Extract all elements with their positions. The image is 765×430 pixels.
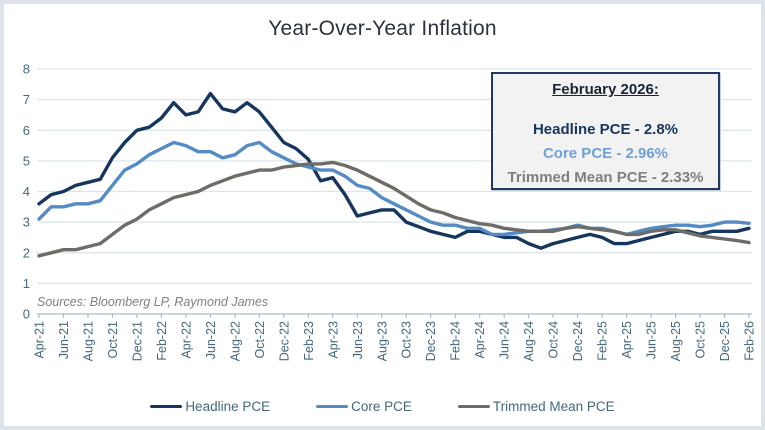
svg-text:2: 2 <box>23 245 30 260</box>
callout-headline-pce-value: Headline PCE - 2.8% <box>532 121 679 138</box>
callout-heading: February 2026: <box>552 81 659 98</box>
inflation-line-chart: 0 1 2 3 4 5 6 7 8 Apr-21 Jun-21 Aug-21 Oct-21 Dec-21 F… <box>23 62 757 362</box>
svg-text:3: 3 <box>23 215 30 230</box>
svg-text:Oct-25: Oct-25 <box>694 321 708 359</box>
svg-text:6: 6 <box>23 123 30 138</box>
svg-text:Feb-26: Feb-26 <box>743 321 757 361</box>
legend-label: Headline PCE <box>185 399 271 414</box>
svg-text:Aug-21: Aug-21 <box>82 321 96 361</box>
trimmed-mean-pce-line-swatch <box>457 404 490 409</box>
core-pce-line-swatch <box>316 404 349 409</box>
svg-text:Jun-22: Jun-22 <box>204 321 218 359</box>
svg-text:Jun-21: Jun-21 <box>57 321 71 359</box>
svg-text:Feb-24: Feb-24 <box>449 321 463 361</box>
forecast-callout-box: February 2026: Headline PCE - 2.8% Core … <box>491 72 720 190</box>
svg-text:Oct-21: Oct-21 <box>106 321 120 359</box>
svg-text:Aug-22: Aug-22 <box>228 321 242 361</box>
svg-text:Jun-23: Jun-23 <box>351 321 365 359</box>
svg-text:0: 0 <box>23 307 30 322</box>
legend-item-core-pce: Core PCE <box>316 399 412 414</box>
legend-label: Core PCE <box>351 399 412 414</box>
svg-text:Feb-25: Feb-25 <box>596 321 610 361</box>
legend-item-trimmed-mean-pce: Trimmed Mean PCE <box>457 399 615 414</box>
svg-text:Oct-23: Oct-23 <box>400 321 414 359</box>
svg-text:Jun-24: Jun-24 <box>498 321 512 359</box>
svg-text:Feb-23: Feb-23 <box>302 321 316 361</box>
callout-core-pce-value: Core PCE - 2.96% <box>542 145 669 162</box>
svg-text:5: 5 <box>23 153 30 168</box>
svg-text:Dec-24: Dec-24 <box>571 321 585 361</box>
svg-text:Apr-23: Apr-23 <box>326 321 340 359</box>
svg-text:Dec-23: Dec-23 <box>424 321 438 361</box>
svg-text:Feb-22: Feb-22 <box>155 321 169 361</box>
svg-text:Oct-24: Oct-24 <box>547 321 561 359</box>
svg-text:Apr-22: Apr-22 <box>179 321 193 359</box>
source-note: Sources: Bloomberg LP, Raymond James <box>37 295 269 309</box>
chart-title: Year-Over-Year Inflation <box>268 17 497 40</box>
svg-text:Apr-24: Apr-24 <box>473 321 487 359</box>
callout-trimmed-mean-pce-value: Trimmed Mean PCE - 2.33% <box>507 169 704 186</box>
svg-text:Jun-25: Jun-25 <box>645 321 659 359</box>
legend-item-headline-pce: Headline PCE <box>150 399 270 414</box>
svg-text:4: 4 <box>23 184 30 199</box>
svg-text:1: 1 <box>23 276 30 291</box>
svg-text:Oct-22: Oct-22 <box>253 321 267 359</box>
chart-legend: Headline PCE Core PCE Trimmed Mean PCE <box>4 399 761 414</box>
svg-text:Apr-25: Apr-25 <box>620 321 634 359</box>
svg-text:Dec-22: Dec-22 <box>277 321 291 361</box>
svg-text:Dec-25: Dec-25 <box>718 321 732 361</box>
svg-text:Aug-25: Aug-25 <box>669 321 683 361</box>
svg-text:8: 8 <box>23 62 30 77</box>
legend-label: Trimmed Mean PCE <box>492 399 615 414</box>
svg-text:Aug-24: Aug-24 <box>522 321 536 361</box>
svg-text:Dec-21: Dec-21 <box>130 321 144 361</box>
svg-text:7: 7 <box>23 92 30 107</box>
svg-text:Apr-21: Apr-21 <box>33 321 47 359</box>
headline-pce-line-swatch <box>150 404 183 409</box>
svg-text:Aug-23: Aug-23 <box>375 321 389 361</box>
